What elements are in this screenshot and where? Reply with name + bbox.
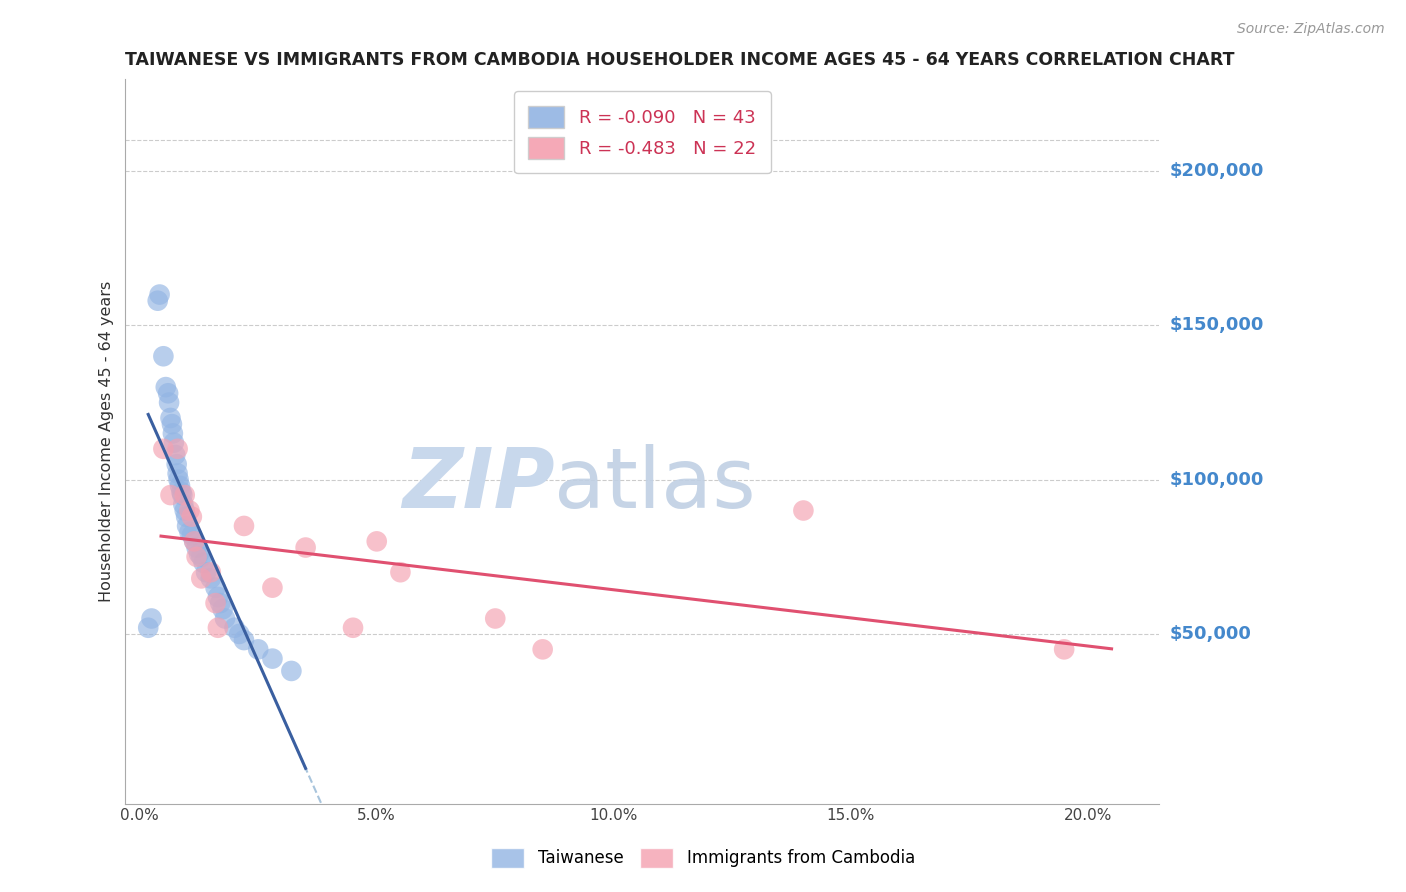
Text: $50,000: $50,000	[1170, 625, 1251, 643]
Point	[179, 525, 201, 540]
Point	[204, 596, 226, 610]
Legend: Taiwanese, Immigrants from Cambodia: Taiwanese, Immigrants from Cambodia	[484, 841, 922, 875]
Point	[193, 556, 215, 570]
Point	[186, 541, 208, 555]
Point	[190, 571, 212, 585]
Point	[211, 602, 233, 616]
Point	[157, 395, 180, 409]
Point	[152, 349, 174, 363]
Point	[180, 528, 202, 542]
Point	[262, 581, 284, 595]
Text: $200,000: $200,000	[1170, 162, 1264, 180]
Point	[152, 442, 174, 456]
Point	[484, 611, 506, 625]
Point	[207, 621, 229, 635]
Y-axis label: Householder Income Ages 45 - 64 years: Householder Income Ages 45 - 64 years	[100, 280, 114, 602]
Point	[792, 503, 814, 517]
Point	[174, 509, 197, 524]
Point	[176, 519, 198, 533]
Point	[172, 497, 194, 511]
Point	[262, 651, 284, 665]
Point	[173, 503, 195, 517]
Point	[1053, 642, 1076, 657]
Point	[200, 566, 222, 580]
Point	[204, 581, 226, 595]
Point	[195, 566, 218, 580]
Point	[149, 287, 172, 301]
Point	[342, 621, 364, 635]
Point	[166, 442, 188, 456]
Point	[233, 519, 256, 533]
Text: $150,000: $150,000	[1170, 317, 1264, 334]
Point	[186, 549, 208, 564]
Text: ZIP: ZIP	[402, 444, 554, 525]
Point	[207, 590, 229, 604]
Point	[165, 448, 187, 462]
Point	[183, 534, 205, 549]
Point	[190, 549, 212, 564]
Point	[366, 534, 388, 549]
Text: $100,000: $100,000	[1170, 471, 1264, 489]
Point	[169, 479, 191, 493]
Point	[294, 541, 316, 555]
Point	[167, 473, 190, 487]
Point	[166, 457, 188, 471]
Point	[141, 611, 163, 625]
Point	[179, 503, 201, 517]
Point	[162, 426, 184, 441]
Point	[173, 488, 195, 502]
Point	[166, 467, 188, 481]
Point	[183, 534, 205, 549]
Point	[224, 621, 246, 635]
Point	[155, 380, 177, 394]
Legend: R = -0.090   N = 43, R = -0.483   N = 22: R = -0.090 N = 43, R = -0.483 N = 22	[515, 91, 770, 173]
Point	[170, 485, 193, 500]
Point	[188, 547, 211, 561]
Point	[531, 642, 554, 657]
Point	[136, 621, 159, 635]
Point	[146, 293, 169, 308]
Point	[228, 627, 250, 641]
Point	[172, 488, 194, 502]
Point	[389, 566, 412, 580]
Point	[160, 417, 183, 431]
Point	[159, 411, 181, 425]
Point	[180, 509, 202, 524]
Text: atlas: atlas	[554, 444, 756, 525]
Point	[233, 633, 256, 648]
Point	[200, 571, 222, 585]
Text: TAIWANESE VS IMMIGRANTS FROM CAMBODIA HOUSEHOLDER INCOME AGES 45 - 64 YEARS CORR: TAIWANESE VS IMMIGRANTS FROM CAMBODIA HO…	[125, 51, 1234, 69]
Point	[247, 642, 270, 657]
Point	[163, 435, 186, 450]
Point	[280, 664, 302, 678]
Point	[209, 596, 232, 610]
Point	[159, 488, 181, 502]
Point	[157, 386, 180, 401]
Text: Source: ZipAtlas.com: Source: ZipAtlas.com	[1237, 22, 1385, 37]
Point	[214, 611, 236, 625]
